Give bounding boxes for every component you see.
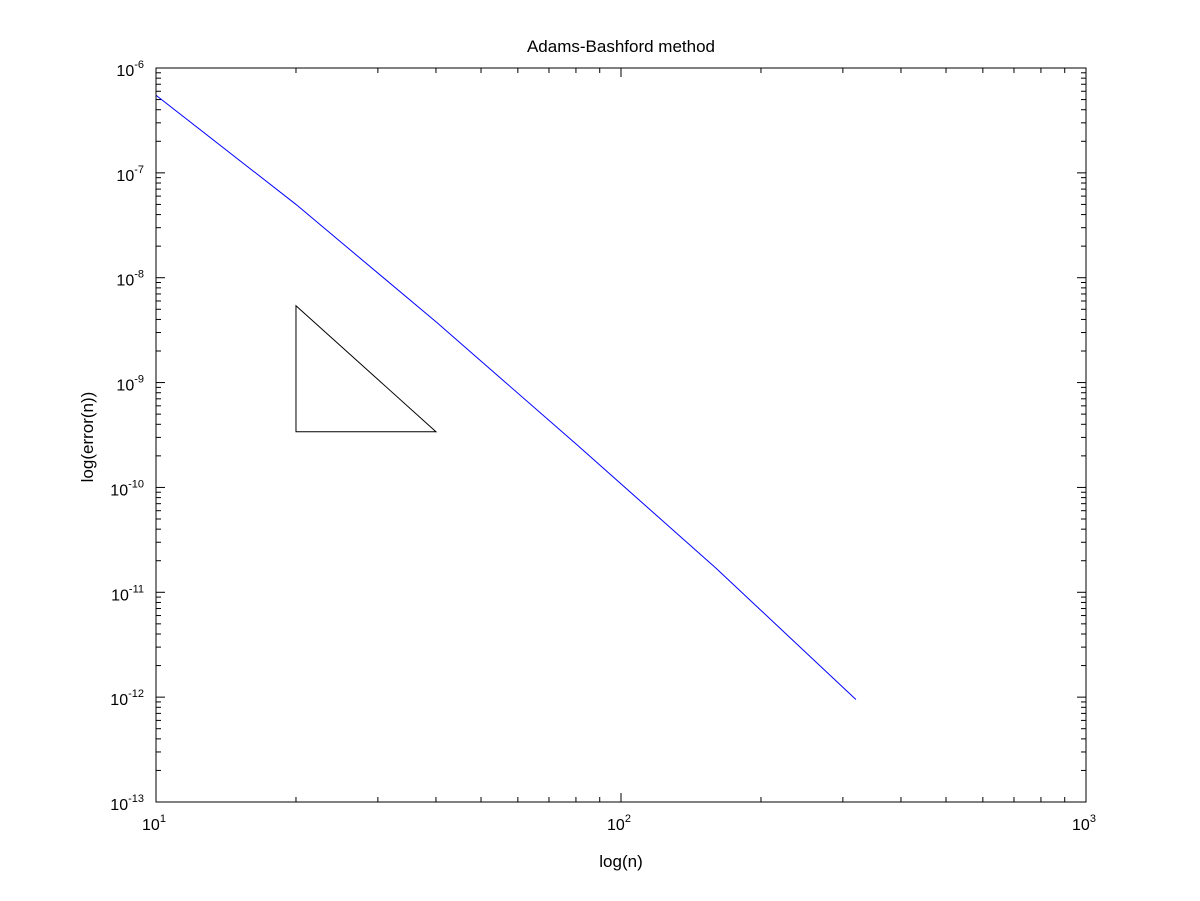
tick-label-base: 10 bbox=[116, 273, 134, 290]
tick-label-exponent: -13 bbox=[128, 793, 144, 805]
y-tick-label: 10-10 bbox=[110, 478, 144, 499]
tick-label-base: 10 bbox=[110, 797, 128, 814]
tick-label-base: 10 bbox=[116, 378, 134, 395]
y-tick-label: 10-12 bbox=[110, 688, 144, 709]
tick-label-base: 10 bbox=[142, 817, 160, 834]
chart-title: Adams-Bashford method bbox=[527, 37, 715, 56]
tick-label-base: 10 bbox=[110, 692, 128, 709]
tick-label-base: 10 bbox=[110, 482, 128, 499]
tick-label-exponent: -10 bbox=[128, 478, 144, 490]
tick-label-exponent: -8 bbox=[134, 269, 144, 281]
series-line-1 bbox=[155, 94, 857, 700]
x-axis-label: log(n) bbox=[599, 852, 642, 871]
y-tick-label: 10-6 bbox=[116, 59, 144, 80]
tick-label-exponent: 2 bbox=[625, 813, 631, 825]
y-tick-label: 10-9 bbox=[116, 374, 144, 395]
tick-label-exponent: -9 bbox=[134, 374, 144, 386]
x-tick-label: 101 bbox=[142, 813, 166, 834]
y-tick-label: 10-11 bbox=[111, 583, 144, 604]
y-tick-label: 10-13 bbox=[110, 793, 144, 814]
ticks-layer bbox=[155, 67, 1087, 803]
tick-label-exponent: 3 bbox=[1090, 813, 1096, 825]
tick-labels-layer: 101 102 10310-610-710-810-910-1010-1110-12… bbox=[110, 59, 1096, 834]
tick-label-base: 10 bbox=[111, 587, 129, 604]
tick-label-exponent: -11 bbox=[129, 583, 144, 595]
data-layer bbox=[155, 94, 857, 700]
y-axis-label: log(error(n)) bbox=[78, 392, 97, 483]
x-tick-label: 102 bbox=[607, 813, 631, 834]
tick-label-exponent: -7 bbox=[134, 164, 144, 176]
tick-label-base: 10 bbox=[1072, 817, 1090, 834]
tick-label-base: 10 bbox=[116, 168, 134, 185]
y-tick-label: 10-7 bbox=[116, 164, 144, 185]
tick-label-base: 10 bbox=[116, 63, 134, 80]
tick-label-exponent: -6 bbox=[134, 59, 144, 71]
x-tick-label: 103 bbox=[1072, 813, 1096, 834]
tick-label-exponent: -12 bbox=[128, 688, 144, 700]
slope-triangle bbox=[295, 304, 438, 433]
y-tick-label: 10-8 bbox=[116, 269, 144, 290]
tick-label-exponent: 1 bbox=[160, 813, 166, 825]
plot-area-frame bbox=[155, 67, 1087, 803]
tick-label-base: 10 bbox=[607, 817, 625, 834]
